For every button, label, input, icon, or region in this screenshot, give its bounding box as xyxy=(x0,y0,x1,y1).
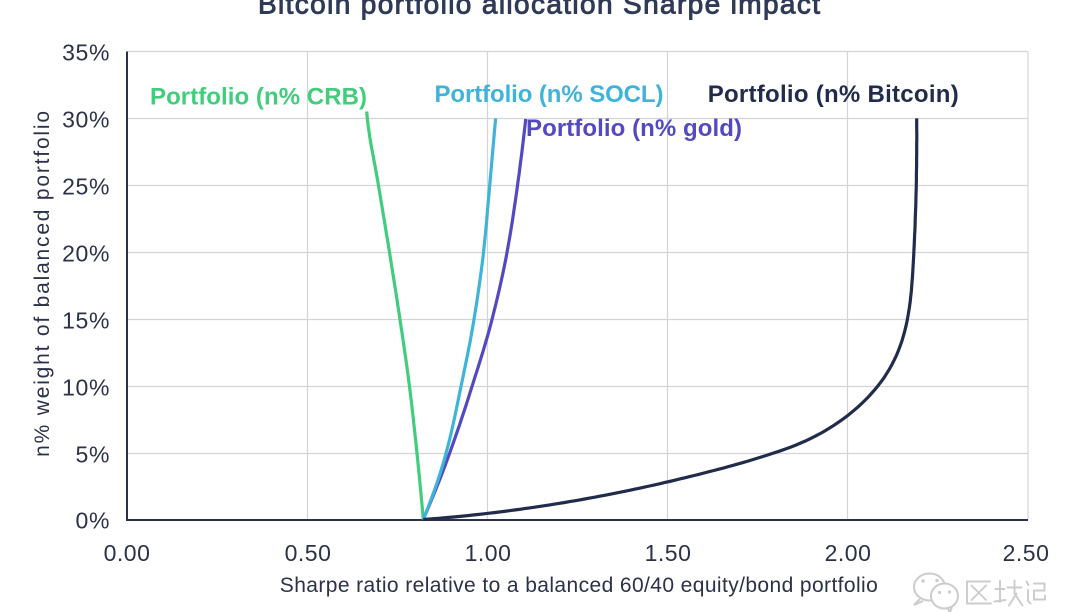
svg-text:5%: 5% xyxy=(76,442,110,468)
svg-text:2.50: 2.50 xyxy=(1003,540,1050,566)
svg-text:Sharpe ratio relative to a bal: Sharpe ratio relative to a balanced 60/4… xyxy=(280,574,878,597)
svg-text:Portfolio (n% gold): Portfolio (n% gold) xyxy=(526,115,742,142)
svg-text:1.50: 1.50 xyxy=(645,540,692,566)
svg-text:35%: 35% xyxy=(62,40,110,66)
svg-text:2.00: 2.00 xyxy=(825,540,872,566)
svg-text:10%: 10% xyxy=(62,375,110,401)
svg-text:0.50: 0.50 xyxy=(285,540,332,566)
svg-text:n% weight of balanced portfoli: n% weight of balanced portfolio xyxy=(31,109,54,457)
svg-text:20%: 20% xyxy=(62,241,110,267)
svg-text:0.00: 0.00 xyxy=(104,540,151,566)
svg-text:0%: 0% xyxy=(76,508,110,534)
svg-text:25%: 25% xyxy=(62,174,110,200)
svg-text:1.00: 1.00 xyxy=(465,540,512,566)
svg-text:30%: 30% xyxy=(62,107,110,133)
svg-text:Bitcoin portfolio allocation S: Bitcoin portfolio allocation Sharpe impa… xyxy=(258,0,820,20)
svg-text:Portfolio (n% Bitcoin): Portfolio (n% Bitcoin) xyxy=(708,81,959,108)
svg-text:15%: 15% xyxy=(62,308,110,334)
svg-text:Portfolio (n% CRB): Portfolio (n% CRB) xyxy=(150,84,367,111)
svg-text:Portfolio (n% SOCL): Portfolio (n% SOCL) xyxy=(435,81,664,108)
